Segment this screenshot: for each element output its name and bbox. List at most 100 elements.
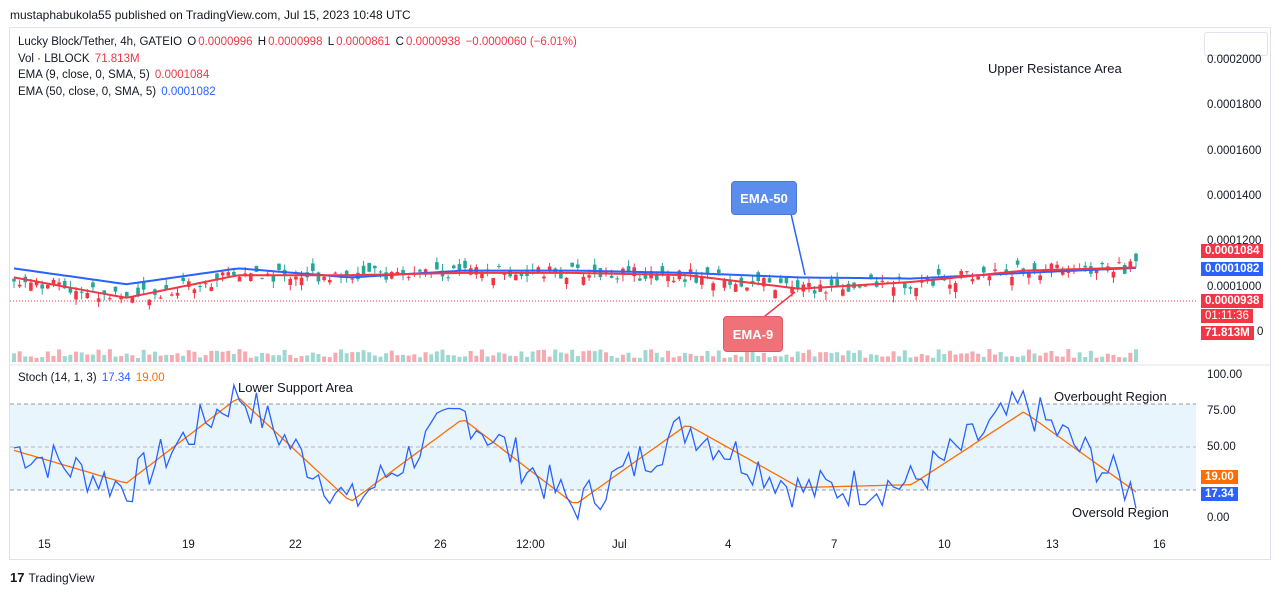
candle-body	[762, 277, 766, 287]
time-tick: 4	[725, 539, 732, 551]
candle-body	[592, 264, 597, 273]
volume-bar	[902, 350, 907, 362]
ema50-callout[interactable]: EMA-50	[731, 181, 797, 215]
candle-body	[463, 260, 467, 269]
ema9-legend[interactable]: EMA (9, close, 0, SMA, 5) 0.0001084	[18, 69, 210, 81]
volume-bar	[164, 354, 169, 362]
volume-bar	[119, 356, 124, 362]
volume-bar	[1066, 349, 1071, 362]
candle-body	[750, 280, 755, 283]
candle-body	[130, 297, 135, 303]
volume-bar	[739, 356, 744, 362]
volume-bar	[1004, 356, 1009, 362]
volume-bar	[310, 352, 315, 362]
stoch-k-tag: 17.34	[1201, 487, 1238, 501]
candle-body	[1066, 271, 1071, 273]
volume-bar	[1094, 357, 1099, 362]
candle-body	[175, 292, 180, 296]
volume-bar	[446, 354, 451, 362]
candle-body	[829, 279, 834, 286]
volume-bar	[823, 352, 828, 362]
volume-bar	[981, 356, 986, 362]
ema50-legend[interactable]: EMA (50, close, 0, SMA, 5) 0.0001082	[18, 86, 216, 98]
volume-bar	[463, 356, 468, 362]
volume-bar	[485, 356, 490, 362]
volume-bar	[57, 349, 62, 362]
volume-bar	[688, 353, 693, 362]
candle-body	[46, 284, 50, 289]
stoch-d-line	[13, 397, 1137, 504]
volume-bar	[587, 350, 592, 362]
candle-body	[581, 276, 586, 285]
volume-bar	[68, 354, 73, 362]
candle-body	[401, 270, 405, 276]
candle-body	[846, 283, 851, 292]
volume-bar	[226, 350, 231, 362]
volume-bar	[107, 349, 112, 362]
volume-bar	[908, 357, 913, 362]
volume-bar	[299, 356, 304, 362]
candle-body	[170, 294, 174, 296]
volume-bar	[947, 350, 952, 362]
volume-bar	[773, 356, 778, 362]
open-value: 0.0000996	[198, 36, 253, 48]
candle-body	[192, 289, 197, 294]
lower-support-note[interactable]: Lower Support Area	[238, 380, 353, 395]
time-tick: 22	[289, 539, 302, 551]
candle-body	[288, 278, 293, 285]
candle-body	[446, 277, 450, 279]
stoch-tick: 100.00	[1207, 369, 1243, 381]
volume-bar	[113, 356, 118, 362]
volume-bar	[801, 353, 806, 362]
scale-settings-button[interactable]	[1204, 32, 1268, 56]
volume-bar	[186, 350, 191, 362]
candle-body	[1049, 263, 1054, 273]
volume-bar	[423, 352, 428, 362]
candle-body	[660, 266, 665, 275]
volume-bar	[1043, 352, 1048, 362]
oversold-note[interactable]: Oversold Region	[1072, 505, 1169, 520]
overbought-note[interactable]: Overbought Region	[1054, 389, 1167, 404]
volume-bar	[1060, 356, 1065, 362]
candle-body	[638, 278, 642, 281]
candle-body	[1094, 269, 1099, 274]
ema9-price-tag: 0.0001084	[1201, 244, 1264, 258]
volume-legend[interactable]: Vol · LBLOCK 71.813M	[18, 53, 140, 65]
volume-bar	[1009, 356, 1014, 362]
volume-bar	[231, 353, 236, 362]
candle-body	[277, 263, 281, 270]
upper-resistance-note[interactable]: Upper Resistance Area	[988, 61, 1122, 76]
volume-bar	[1111, 354, 1116, 362]
candle-body	[965, 271, 969, 273]
candle-body	[745, 287, 749, 291]
volume-bar	[575, 355, 580, 362]
volume-bar	[897, 356, 902, 362]
candle-body	[959, 271, 964, 275]
time-tick: 19	[182, 539, 195, 551]
volume-bar	[1021, 355, 1026, 362]
stoch-tick: 0.00	[1207, 512, 1230, 524]
candle-body	[694, 274, 699, 283]
candle-body	[237, 276, 242, 282]
candle-body	[869, 274, 873, 278]
candle-body	[226, 272, 231, 276]
volume-bar	[198, 357, 203, 362]
volume-bar	[496, 352, 501, 362]
volume-bar	[671, 357, 676, 362]
stoch-legend[interactable]: Stoch (14, 1, 3) 17.34 19.00	[18, 372, 165, 384]
tradingview-logo[interactable]: 17 TradingView	[10, 570, 95, 585]
symbol-legend[interactable]: Lucky Block/Tether, 4h, GATEIO O 0.000099…	[18, 36, 577, 48]
volume-bar	[361, 350, 366, 362]
candle-body	[57, 282, 61, 285]
volume-bar	[598, 349, 603, 362]
volume-bar	[158, 355, 163, 362]
volume-bar	[305, 355, 310, 362]
price-tick: 0.0001800	[1207, 99, 1262, 111]
volume-bar	[660, 357, 665, 362]
price-tick-partial: 0	[1257, 326, 1264, 338]
ema9-line	[13, 266, 1137, 299]
volume-bar	[85, 354, 90, 362]
candle-body	[615, 278, 620, 280]
ema9-callout[interactable]: EMA-9	[723, 316, 783, 352]
